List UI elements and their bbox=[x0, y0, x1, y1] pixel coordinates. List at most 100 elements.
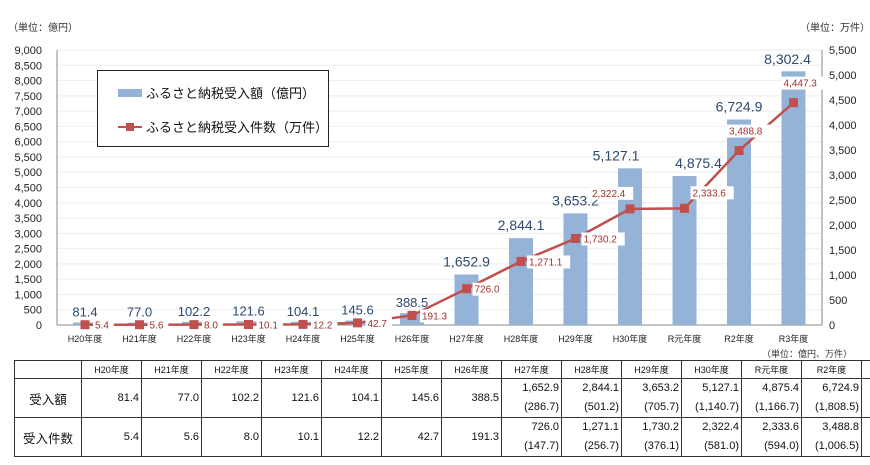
cell-value: 2,322.4 bbox=[702, 421, 739, 433]
legend-line-swatch bbox=[118, 122, 142, 131]
cell-value: 3,653.2 bbox=[642, 382, 679, 394]
chart-canvas: 0 500 1,000 1,500 2,000 2,500 3,000 3,500 4,000 4… bbox=[14, 45, 857, 344]
left-tick-label: 5,500 bbox=[14, 152, 42, 164]
legend-item-amount: ふるさと納税受入額（億円） bbox=[118, 83, 315, 102]
right-axis-unit: （単位：万件） bbox=[800, 23, 870, 34]
line-value-label: 2,322.4 bbox=[592, 189, 626, 200]
cell-value: 388.5 bbox=[471, 391, 499, 404]
count-marker bbox=[462, 284, 471, 294]
left-tick-label: 3,000 bbox=[14, 228, 42, 240]
line-value-label: 4,447.3 bbox=[784, 79, 818, 90]
bar-value-label: 4,875.4 bbox=[675, 155, 722, 171]
cell-sub-value: (286.7) bbox=[524, 401, 559, 413]
cell-value: 1,730.2 bbox=[642, 421, 679, 433]
bar-value-label: 2,844.1 bbox=[498, 217, 545, 233]
cell-value: 6,724.9 bbox=[822, 382, 859, 394]
bar-value-label: 104.1 bbox=[287, 304, 320, 319]
table-cell: 2,333.6 (594.0) bbox=[741, 417, 802, 457]
cell-value: 145.6 bbox=[411, 391, 439, 404]
line-value-label: 10.1 bbox=[259, 320, 279, 331]
line-label-bg bbox=[256, 318, 283, 332]
legend: ふるさと納税受入額（億円） ふるさと納税受入件数（万件） bbox=[97, 70, 329, 147]
left-tick-label: 7,000 bbox=[14, 106, 42, 118]
table-row: 受入件数 5.4 5.6 8.0 10.1 12.2 42.7 191.3 726.0 (147.… bbox=[14, 417, 870, 457]
left-tick-label: 6,500 bbox=[14, 121, 42, 133]
table-cell: 191.3 bbox=[441, 417, 502, 457]
legend-bar-swatch bbox=[118, 88, 142, 97]
right-tick-label: 0 bbox=[829, 320, 835, 332]
table-column-header: R3年度 bbox=[861, 360, 870, 379]
cell-value: 726.0 bbox=[531, 421, 559, 433]
table-cell: 8.0 bbox=[201, 417, 262, 457]
table-cell: 388.5 bbox=[441, 378, 502, 418]
cell-sub-value: (1,140.7) bbox=[694, 401, 739, 413]
line-label-bg bbox=[581, 232, 625, 246]
left-tick-label: 6,000 bbox=[14, 137, 42, 149]
cell-value: 102.2 bbox=[231, 391, 259, 404]
table-cell: 104.1 bbox=[321, 378, 382, 418]
table-cell: 42.7 bbox=[381, 417, 442, 457]
category-label: H21年度 bbox=[122, 333, 157, 344]
cell-sub-value: (376.1) bbox=[644, 440, 679, 452]
cell-sub-value: (1,808.5) bbox=[814, 401, 859, 413]
data-table: H20年度 H21年度 H22年度 H23年度 H24年度 H25年度 H26年度 H27年度… bbox=[14, 360, 870, 457]
count-marker bbox=[80, 320, 90, 330]
table-column-header: R2年度 bbox=[801, 360, 862, 379]
table-cell: 5.4 bbox=[81, 417, 142, 457]
left-axis-unit: （単位：億円） bbox=[8, 23, 78, 34]
cell-sub-value: (1,166.7) bbox=[754, 401, 799, 413]
line-label-bg bbox=[202, 318, 223, 332]
left-tick-label: 8,500 bbox=[14, 60, 42, 72]
table-cell: 1,271.1 (256.7) bbox=[561, 417, 622, 457]
table-cell: 5,127.1 (1,140.7) bbox=[681, 378, 742, 418]
category-label: H30年度 bbox=[613, 333, 648, 344]
count-marker bbox=[353, 318, 362, 328]
line-value-label: 8.0 bbox=[204, 321, 218, 332]
left-tick-label: 4,000 bbox=[14, 198, 42, 210]
bar-value-label: 1,652.9 bbox=[443, 253, 490, 269]
line-label-bg bbox=[311, 318, 338, 332]
table-cell: 10.1 bbox=[261, 417, 322, 457]
line-value-label: 5.4 bbox=[95, 321, 109, 332]
right-tick-label: 4,000 bbox=[829, 120, 857, 132]
table-cell: 4,875.4 (1,166.7) bbox=[741, 378, 802, 418]
table-column-header: H28年度 bbox=[561, 360, 622, 379]
table-unit: （単位：億円、万件） bbox=[762, 349, 853, 359]
bar-value-label: 102.2 bbox=[178, 304, 211, 319]
table-cell: 4,447.3(1,401.1) bbox=[861, 417, 870, 457]
left-tick-label: 4,500 bbox=[14, 183, 42, 195]
bar-value-label: 6,724.9 bbox=[716, 99, 763, 115]
bar-value-label: 388.5 bbox=[396, 295, 429, 310]
cell-sub-value: (1,006.5) bbox=[814, 440, 859, 452]
bar-value-label: 121.6 bbox=[232, 303, 265, 318]
right-tick-label: 5,500 bbox=[829, 45, 857, 57]
cell-value: 191.3 bbox=[471, 430, 499, 443]
legend-label: ふるさと納税受入件数（万件） bbox=[146, 120, 329, 135]
right-tick-label: 2,500 bbox=[829, 195, 857, 207]
table-cell: 77.0 bbox=[141, 378, 202, 418]
cell-value: 2,333.6 bbox=[762, 421, 799, 433]
cell-value: 8.0 bbox=[243, 430, 259, 443]
left-tick-label: 0 bbox=[36, 320, 42, 332]
line-value-label: 726.0 bbox=[475, 285, 500, 296]
legend-label: ふるさと納税受入額（億円） bbox=[146, 86, 316, 101]
bar-value-label: 3,653.2 bbox=[552, 192, 599, 208]
line-label-bg bbox=[727, 124, 771, 138]
line-value-label: 2,333.6 bbox=[693, 188, 727, 199]
cell-sub-value: (581.0) bbox=[704, 440, 739, 452]
table-column-header: H29年度 bbox=[621, 360, 682, 379]
table-column-header: H23年度 bbox=[261, 360, 322, 379]
table-cell: 81.4 bbox=[81, 378, 142, 418]
line-value-label: 42.7 bbox=[368, 319, 388, 330]
table-cell: 121.6 bbox=[261, 378, 322, 418]
cell-sub-value: (147.7) bbox=[524, 440, 559, 452]
category-label: R3年度 bbox=[779, 333, 809, 344]
bar-value-label: 145.6 bbox=[341, 303, 374, 318]
bar bbox=[781, 71, 806, 325]
table-column-header: H27年度 bbox=[501, 360, 562, 379]
category-label: R元年度 bbox=[668, 333, 702, 344]
line-value-label: 3,488.8 bbox=[729, 127, 763, 138]
line-label-bg bbox=[365, 316, 392, 330]
table-row: 受入額 81.4 77.0 102.2 121.6 104.1 145.6 388.5 1,65… bbox=[14, 378, 870, 418]
left-tick-label: 7,500 bbox=[14, 91, 42, 103]
